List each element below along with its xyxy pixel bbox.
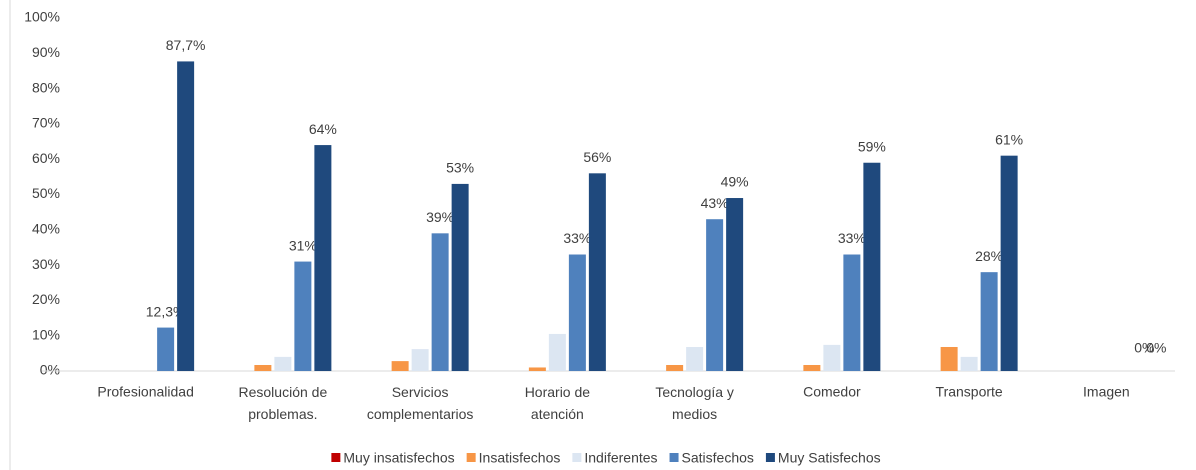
data-label: 12,3% — [146, 303, 186, 319]
y-tick-label: 40% — [32, 221, 60, 237]
bar — [391, 361, 409, 371]
legend-label: Insatisfechos — [479, 450, 561, 466]
legend-swatch — [331, 453, 341, 462]
x-tick-label: Horario de atención — [525, 384, 591, 422]
bar — [960, 356, 978, 371]
bar — [274, 356, 292, 371]
data-label: 0% — [1146, 340, 1166, 356]
legend: Muy insatisfechos Insatisfechos Indiferent… — [331, 450, 881, 466]
bar — [588, 173, 606, 371]
x-tick-label: Resolución de problemas. — [239, 384, 328, 422]
bar — [1000, 155, 1018, 371]
legend-label: Muy Satisfechos — [778, 450, 881, 466]
data-label: 64% — [309, 121, 337, 137]
y-tick-label: 50% — [32, 185, 60, 201]
data-label: 28% — [975, 248, 1003, 264]
data-label: 39% — [426, 209, 454, 225]
legend-swatch — [466, 453, 476, 462]
x-tick-label: Tecnología y medios — [655, 384, 734, 422]
data-label: 53% — [446, 160, 474, 176]
data-label: 33% — [563, 230, 591, 246]
legend-label: Indiferentes — [584, 450, 657, 466]
y-tick-label: 0% — [40, 362, 60, 378]
legend-swatch — [765, 453, 775, 462]
x-tick-label: Comedor — [803, 384, 861, 400]
bar — [528, 367, 546, 371]
data-label: 87,7% — [166, 37, 206, 53]
bar — [314, 145, 332, 371]
legend-label: Satisfechos — [682, 450, 754, 466]
y-tick-label: 20% — [32, 291, 60, 307]
bar — [451, 183, 469, 371]
x-tick-label: Servicios complementarios — [367, 384, 474, 422]
bar — [686, 346, 704, 371]
y-tick-label: 100% — [24, 9, 60, 25]
bar — [294, 261, 312, 371]
bar — [431, 233, 449, 371]
data-label: 56% — [583, 149, 611, 165]
x-tick-label: Transporte — [936, 384, 1003, 400]
data-label: 43% — [701, 195, 729, 211]
bar — [940, 346, 958, 371]
data-label: 33% — [838, 230, 866, 246]
bar — [568, 254, 586, 371]
bar — [548, 333, 566, 371]
y-tick-label: 90% — [32, 44, 60, 60]
bar — [843, 254, 861, 371]
y-tick-label: 10% — [32, 326, 60, 342]
x-tick-label: Imagen — [1083, 384, 1130, 400]
legend-swatch — [669, 453, 679, 462]
bar — [823, 344, 841, 371]
data-label: 49% — [721, 174, 749, 190]
y-tick-label: 60% — [32, 150, 60, 166]
legend-label: Muy insatisfechos — [343, 450, 454, 466]
data-label: 59% — [858, 138, 886, 154]
bar — [666, 364, 684, 371]
bar — [726, 198, 744, 371]
bar — [980, 272, 998, 371]
bar — [706, 219, 724, 371]
data-label: 31% — [289, 237, 317, 253]
bar — [254, 364, 272, 371]
y-tick-label: 80% — [32, 79, 60, 95]
x-tick-label: Profesionalidad — [97, 384, 194, 400]
data-label: 0% — [1134, 340, 1154, 356]
data-label: 61% — [995, 131, 1023, 147]
bar — [863, 162, 881, 371]
y-tick-label: 30% — [32, 256, 60, 272]
bar — [177, 61, 195, 371]
bar — [411, 349, 429, 371]
y-tick-label: 70% — [32, 115, 60, 131]
bar — [157, 327, 175, 371]
bar — [803, 364, 821, 371]
legend-swatch — [572, 453, 582, 462]
